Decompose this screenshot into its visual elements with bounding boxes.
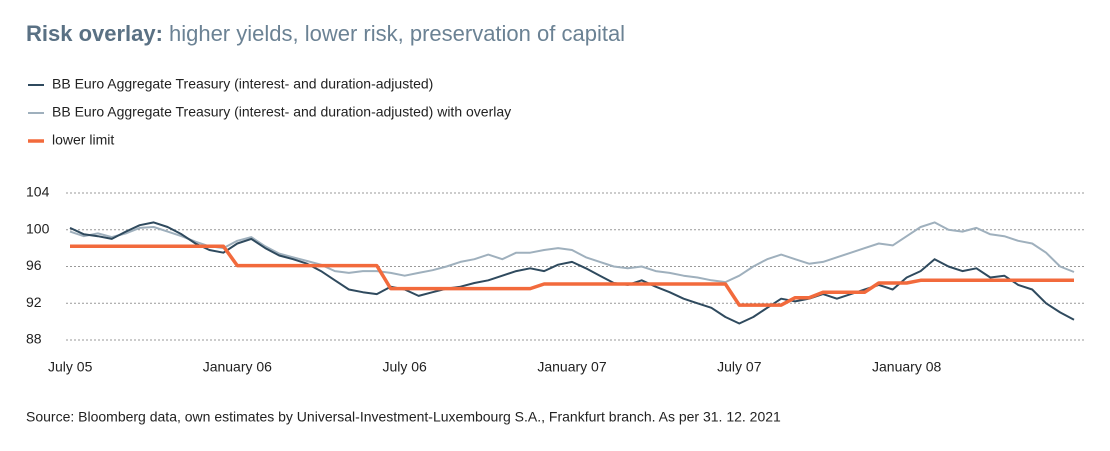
y-tick-label: 92 <box>26 294 42 310</box>
title-lead: Risk overlay: <box>26 21 163 46</box>
y-tick-label: 88 <box>26 331 42 347</box>
x-tick-label: July 07 <box>717 359 762 375</box>
source-note: Source: Bloomberg data, own estimates by… <box>26 409 781 425</box>
series-line <box>69 221 1075 284</box>
y-tick-label: 100 <box>26 220 50 236</box>
series-line <box>70 244 1074 307</box>
legend-label: lower limit <box>52 132 114 148</box>
chart-title: Risk overlay: higher yields, lower risk, … <box>26 21 625 46</box>
x-tick-label: July 06 <box>382 359 427 375</box>
x-tick-label: July 05 <box>48 359 93 375</box>
x-tick-label: January 07 <box>537 359 606 375</box>
x-tick-label: January 06 <box>203 359 272 375</box>
legend-label: BB Euro Aggregate Treasury (interest- an… <box>52 76 433 92</box>
title-rest: higher yields, lower risk, preservation … <box>169 21 625 46</box>
y-tick-label: 96 <box>26 257 42 273</box>
series-line <box>69 221 1075 325</box>
y-tick-label: 104 <box>26 184 50 200</box>
legend-label: BB Euro Aggregate Treasury (interest- an… <box>52 104 511 120</box>
x-tick-label: January 08 <box>872 359 941 375</box>
